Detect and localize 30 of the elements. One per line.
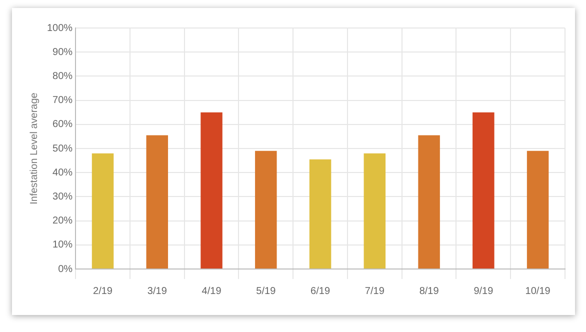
x-tick-label: 9/19 xyxy=(474,286,494,297)
y-tick-label: 40% xyxy=(52,167,73,178)
bar xyxy=(309,159,332,268)
y-tick-label: 80% xyxy=(52,70,73,82)
x-tick-label: 3/19 xyxy=(147,286,168,297)
y-tick-label: 30% xyxy=(52,191,73,202)
bar xyxy=(418,135,440,268)
bar xyxy=(92,153,114,268)
bar xyxy=(526,150,549,268)
y-axis-title: Infestation Level average xyxy=(28,92,40,204)
bar xyxy=(364,153,386,268)
y-tick-label: 60% xyxy=(52,119,73,130)
x-tick-label: 2/19 xyxy=(93,286,113,297)
bar xyxy=(200,112,222,268)
y-tick-label: 70% xyxy=(52,95,73,106)
x-tick-label: 10/19 xyxy=(525,286,551,297)
y-tick-label: 20% xyxy=(52,216,73,227)
y-tick-label: 50% xyxy=(52,143,73,154)
y-tick-label: 10% xyxy=(52,240,73,251)
x-tick-label: 6/19 xyxy=(310,286,330,297)
bar xyxy=(472,112,494,268)
bar xyxy=(146,135,168,268)
x-tick-label: 4/19 xyxy=(202,286,222,297)
x-tick-label: 5/19 xyxy=(256,286,276,297)
x-tick-label: 7/19 xyxy=(364,286,385,297)
y-tick-label: 0% xyxy=(58,264,73,275)
y-tick-label: 90% xyxy=(52,46,73,58)
bar xyxy=(255,150,277,268)
y-tick-label: 100% xyxy=(47,22,73,34)
x-tick-label: 8/19 xyxy=(419,286,440,297)
